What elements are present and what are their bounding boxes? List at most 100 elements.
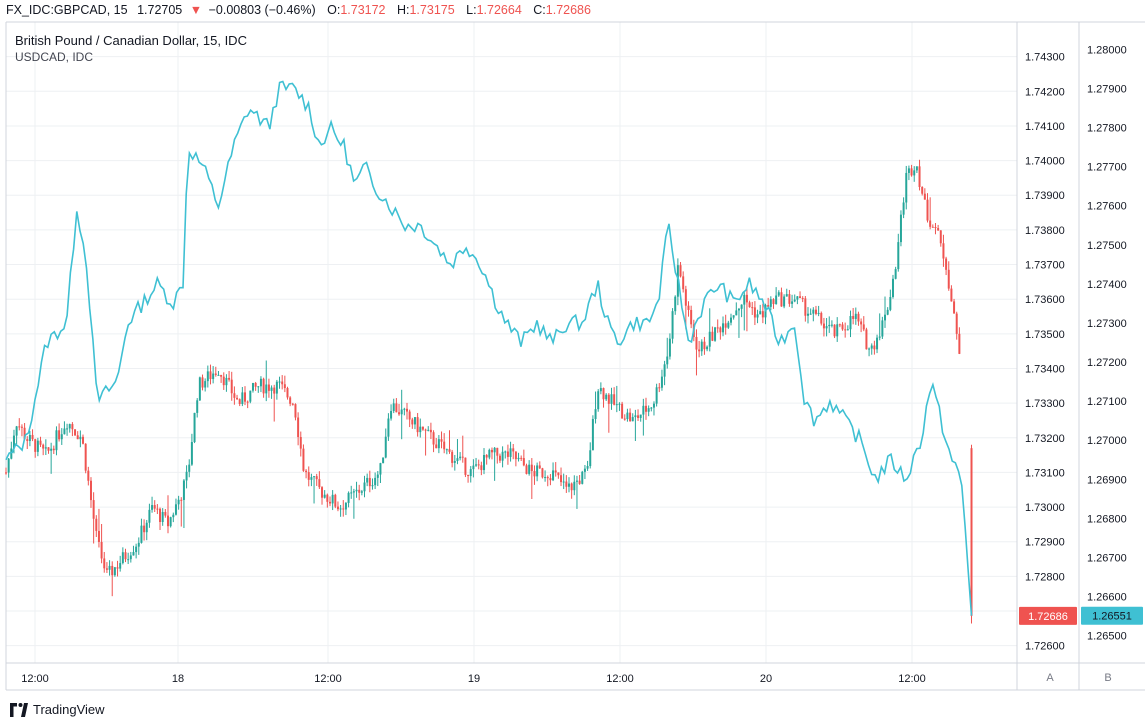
candle-body	[10, 448, 13, 459]
candle-body	[849, 316, 852, 330]
candle-body	[89, 480, 92, 501]
y-right-tick-label: 1.26500	[1087, 631, 1127, 643]
candle-body	[92, 500, 95, 519]
y-left-tick-label: 1.73100	[1025, 467, 1065, 479]
candle-body	[618, 403, 621, 405]
candle-body	[610, 394, 613, 404]
candle-body	[536, 465, 539, 477]
candle-body	[228, 377, 231, 380]
candle-body	[259, 378, 262, 387]
candle-body	[411, 419, 414, 425]
candle-body	[230, 379, 233, 394]
candle-body	[390, 410, 393, 419]
low-label: L:	[466, 3, 477, 17]
overlay-scale-button[interactable]: B	[1104, 672, 1112, 684]
candle-body	[366, 477, 369, 483]
candle-body	[552, 470, 555, 481]
candle-body	[860, 321, 863, 325]
candle-body	[512, 448, 515, 452]
y-left-tick-label: 1.73300	[1025, 398, 1065, 410]
candle-body	[841, 324, 844, 330]
footer-brand[interactable]: TradingView	[10, 702, 105, 717]
candle-body	[23, 427, 26, 440]
candle-body	[475, 464, 478, 466]
candle-body	[467, 474, 470, 477]
candle-body	[785, 294, 788, 297]
candle-body	[722, 323, 725, 333]
candle-body	[748, 302, 751, 308]
candle-body	[937, 228, 940, 231]
chart-title[interactable]: British Pound / Canadian Dollar, 15, IDC	[15, 33, 247, 48]
candle-body	[188, 464, 191, 472]
candle-body	[836, 324, 839, 337]
candle-body	[26, 439, 29, 441]
overlay-series-label[interactable]: USDCAD, IDC	[15, 50, 94, 64]
candle-body	[145, 522, 148, 533]
candle-body	[47, 447, 50, 451]
candle-body	[278, 381, 281, 383]
candle-body	[371, 485, 374, 487]
candle-body	[416, 417, 419, 433]
candle-body	[140, 525, 143, 543]
candle-body	[233, 393, 236, 398]
x-tick-label: 18	[172, 673, 184, 685]
candle-body	[934, 227, 937, 229]
candle-body	[190, 442, 193, 465]
candle-body	[488, 449, 491, 458]
candle-body	[161, 511, 164, 523]
candle-body	[87, 470, 90, 481]
high-label: H:	[396, 3, 410, 17]
candle-body	[204, 381, 207, 388]
candle-body	[44, 447, 47, 449]
candle-body	[525, 465, 528, 474]
candle-body	[432, 432, 435, 445]
candle-body	[166, 515, 169, 527]
y-left-tick-label: 1.73500	[1025, 329, 1065, 341]
candle-body	[315, 476, 318, 480]
candle-body	[852, 316, 855, 319]
auto-scale-button[interactable]: A	[1046, 672, 1054, 684]
candle-body	[676, 265, 679, 297]
candle-body	[891, 278, 894, 298]
overlay-last-price-label: 1.26551	[1092, 611, 1132, 623]
y-left-tick-label: 1.72800	[1025, 571, 1065, 583]
x-tick-label: 12:00	[898, 673, 926, 685]
candle-body	[421, 426, 424, 430]
candle-body	[451, 451, 454, 463]
candle-body	[820, 312, 823, 324]
candle-body	[522, 458, 525, 466]
candle-body	[172, 514, 175, 518]
candle-body	[164, 511, 167, 516]
candle-body	[783, 296, 786, 307]
candle-body	[121, 552, 124, 564]
close-value: 1.72686	[545, 3, 591, 17]
candle-body	[886, 309, 889, 315]
candle-body	[100, 541, 103, 559]
candle-body	[700, 341, 703, 352]
candle-body	[735, 310, 738, 316]
close-label: C:	[533, 3, 546, 17]
candle-body	[307, 472, 310, 480]
candle-body	[222, 376, 225, 386]
candle-body	[350, 492, 353, 494]
candle-body	[185, 471, 188, 481]
candle-body	[408, 411, 411, 420]
candle-body	[299, 437, 302, 449]
candle-body	[889, 297, 892, 310]
candle-body	[597, 391, 600, 410]
candle-body	[655, 387, 658, 404]
candle-body	[682, 276, 685, 290]
candle-body	[788, 294, 791, 304]
candle-body	[777, 292, 780, 296]
candle-body	[520, 457, 523, 459]
candle-body	[549, 478, 552, 481]
candle-body	[382, 457, 385, 464]
candle-body	[658, 387, 661, 389]
candle-body	[947, 269, 950, 289]
symbol-name[interactable]: FX_IDC:GBPCAD, 15	[6, 3, 128, 17]
candle-body	[347, 492, 350, 503]
candle-body	[12, 435, 15, 449]
candle-body	[915, 166, 918, 171]
candle-body	[177, 499, 180, 505]
